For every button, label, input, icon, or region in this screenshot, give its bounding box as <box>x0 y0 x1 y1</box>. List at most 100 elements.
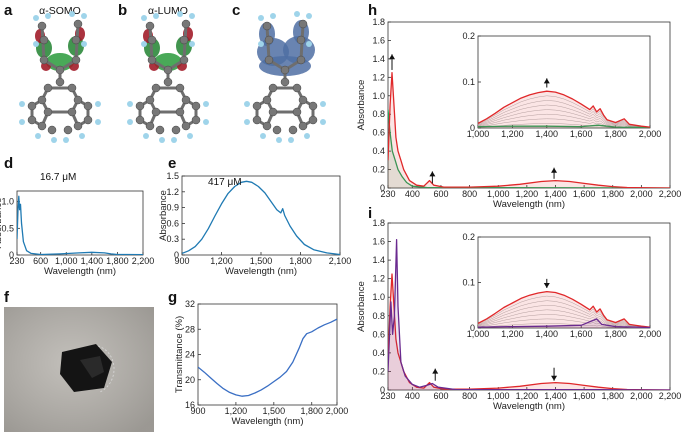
carbon-atom <box>39 55 49 65</box>
series-line-1 <box>182 180 340 255</box>
x-tick-label: 2,000 <box>630 391 653 401</box>
x-tick-label: 1,800 <box>601 391 624 401</box>
y-tick-label: 28 <box>185 324 195 334</box>
y-tick-label: 0 <box>470 323 475 333</box>
chart-d: d 230 600 1,000 1,400 1,800 2,200 0 0.5 1.0 Wavele… <box>0 155 154 277</box>
hydrogen-atom <box>63 137 69 143</box>
y-tick-label: 0.2 <box>372 366 385 376</box>
hydrogen-atom <box>203 119 209 125</box>
series-group <box>388 239 670 390</box>
intermediate-trace <box>478 305 650 328</box>
carbon-atom <box>175 107 185 117</box>
arrow-head <box>389 54 396 60</box>
panel-c: c <box>232 2 326 143</box>
carbon-atom <box>73 95 83 105</box>
molecule-orbital-b <box>127 11 209 143</box>
panel-letter-i: i <box>368 205 372 222</box>
series-line-1 <box>388 109 670 188</box>
carbon-atom <box>83 115 93 125</box>
carbon-atom <box>73 19 83 29</box>
x-tick-label: 1,000 <box>55 256 78 266</box>
carbon-atom <box>147 35 157 45</box>
y-tick-label: 0.9 <box>166 203 179 213</box>
y-tick-label: 0.5 <box>1 223 14 233</box>
hydrogen-atom <box>69 11 75 17</box>
inset-series-group <box>478 290 650 328</box>
molecule-orbital-a <box>19 11 101 143</box>
series-line-2 <box>478 90 650 128</box>
hydrogen-atom <box>141 41 147 47</box>
carbon-atom <box>272 125 282 135</box>
x-axis-label: Wavelength (nm) <box>232 416 304 427</box>
x-tick-label: 2,000 <box>639 129 662 139</box>
hydrogen-atom <box>45 13 51 19</box>
series-group <box>388 72 670 188</box>
panel-a: a α-SOMO <box>4 2 101 143</box>
carbon-atom <box>296 55 306 65</box>
y-tick-label: 0 <box>380 183 385 193</box>
y-tick-label: 1.5 <box>166 171 179 181</box>
hydrogen-atom <box>19 119 25 125</box>
arrow-head <box>429 171 436 177</box>
carbon-atom <box>37 95 47 105</box>
carbon-atom <box>43 107 53 117</box>
x-tick-label: 1,500 <box>263 406 286 416</box>
x-tick-label: 2,200 <box>132 256 155 266</box>
x-tick-label: 900 <box>174 256 189 266</box>
carbon-atom <box>175 83 185 93</box>
carbon-atom <box>63 125 73 135</box>
series-line-1 <box>478 290 650 328</box>
carbon-atom <box>191 101 201 111</box>
carbon-atom <box>308 115 318 125</box>
x-axis-label: Wavelength (nm) <box>44 266 116 277</box>
y-tick-label: 0.2 <box>372 165 385 175</box>
panel-letter-g: g <box>168 289 177 306</box>
y-axis-label: Absorbance <box>356 281 367 332</box>
hydrogen-atom <box>306 41 312 47</box>
carbon-atom <box>181 19 191 29</box>
carbon-atom <box>37 121 47 131</box>
y-tick-label: 1.4 <box>372 54 385 64</box>
series-group <box>17 195 143 255</box>
concentration-label: 417 μM <box>208 177 242 188</box>
x-tick-label: 400 <box>405 189 420 199</box>
x-tick-label: 1,600 <box>570 329 593 339</box>
x-tick-label: 1,200 <box>516 189 539 199</box>
x-tick-label: 1,400 <box>536 329 559 339</box>
hydrogen-atom <box>33 41 39 47</box>
plot-frame <box>16 190 144 256</box>
chart-g: g 900 1,200 1,500 1,800 2,000 16 20 24 28 32 Wavele… <box>168 289 348 427</box>
carbon-atom <box>43 83 53 93</box>
hydrogen-atom <box>153 13 159 19</box>
y-axis-label: Absorbance <box>158 190 169 241</box>
intermediate-trace <box>478 113 650 128</box>
crystal-facet <box>80 356 104 378</box>
hydrogen-atom <box>189 13 195 19</box>
x-tick-label: 1,000 <box>467 329 490 339</box>
y-tick-label: 16 <box>185 400 195 410</box>
carbon-atom <box>262 121 272 131</box>
hydrogen-atom <box>19 101 25 107</box>
carbon-atom <box>252 101 262 111</box>
series-area <box>478 291 650 328</box>
hydrogen-atom <box>81 13 87 19</box>
inset-series-group <box>478 90 650 128</box>
hydrogen-atom <box>244 119 250 125</box>
y-tick-label: 0 <box>380 385 385 395</box>
x-tick-label: 1,400 <box>81 256 104 266</box>
panel-letter-d: d <box>4 155 13 172</box>
x-tick-label: 1,200 <box>516 391 539 401</box>
hydrogen-atom <box>203 101 209 107</box>
carbon-atom <box>71 55 81 65</box>
y-tick-label: 0.3 <box>166 234 179 244</box>
carbon-atom <box>67 107 77 117</box>
series-line-2 <box>478 318 650 328</box>
arrow-head <box>432 368 439 374</box>
carbon-atom <box>145 121 155 131</box>
hydrogen-atom <box>127 119 133 125</box>
x-tick-label: 1,800 <box>300 406 323 416</box>
series-group <box>182 180 340 255</box>
hydrogen-atom <box>171 137 177 143</box>
x-tick-label: 1,000 <box>487 189 510 199</box>
x-tick-label: 900 <box>190 406 205 416</box>
